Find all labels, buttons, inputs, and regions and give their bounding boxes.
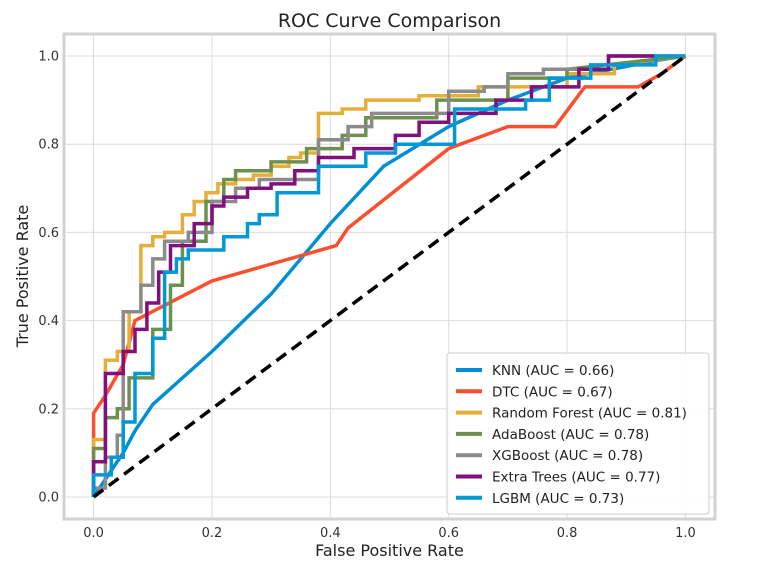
legend-label: AdaBoost (AUC = 0.78) [492, 427, 649, 443]
x-axis-title: False Positive Rate [315, 541, 464, 560]
series-line-6 [91, 54, 686, 497]
series-line-5 [91, 54, 656, 497]
legend-label: KNN (AUC = 0.66) [492, 363, 614, 379]
plot-frame [62, 32, 717, 521]
legend-label: LGBM (AUC = 0.73) [492, 491, 624, 507]
legend: KNN (AUC = 0.66) DTC (AUC = 0.67) Random F… [446, 352, 710, 515]
x-tick-label: 0.4 [320, 526, 341, 541]
x-tick-label: 0.2 [202, 526, 223, 541]
legend-label: Extra Trees (AUC = 0.77) [492, 470, 660, 486]
y-tick-label: 0.0 [38, 490, 59, 505]
x-tick-label: 1.0 [675, 526, 696, 541]
y-tick-label: 0.2 [38, 402, 59, 417]
series-line-4 [91, 54, 686, 497]
y-tick-label: 0.6 [38, 226, 59, 241]
tick-labels: 0.0 0.2 0.4 0.6 0.8 1.0 0.0 0.2 0.4 0.6 0.8 1.0 [38, 50, 695, 541]
diagonal-reference-line [92, 54, 687, 499]
series-line-1 [91, 54, 687, 497]
legend-box [446, 352, 710, 515]
legend-items: KNN (AUC = 0.66) DTC (AUC = 0.67) Random F… [456, 363, 687, 507]
x-tick-label: 0.6 [438, 526, 459, 541]
x-tick-label: 0.0 [83, 526, 104, 541]
chart-title: ROC Curve Comparison [278, 10, 501, 32]
y-tick-label: 0.4 [38, 314, 59, 329]
series-line-0 [92, 54, 686, 498]
x-tick-label: 0.8 [557, 526, 578, 541]
y-axis-title: True Positive Rate [13, 205, 32, 349]
legend-label: XGBoost (AUC = 0.78) [492, 448, 643, 464]
y-tick-label: 0.8 [38, 138, 59, 153]
y-tick-label: 1.0 [38, 50, 59, 65]
series-lines [91, 54, 687, 499]
legend-label: Random Forest (AUC = 0.81) [492, 406, 687, 422]
legend-label: DTC (AUC = 0.67) [492, 384, 613, 400]
